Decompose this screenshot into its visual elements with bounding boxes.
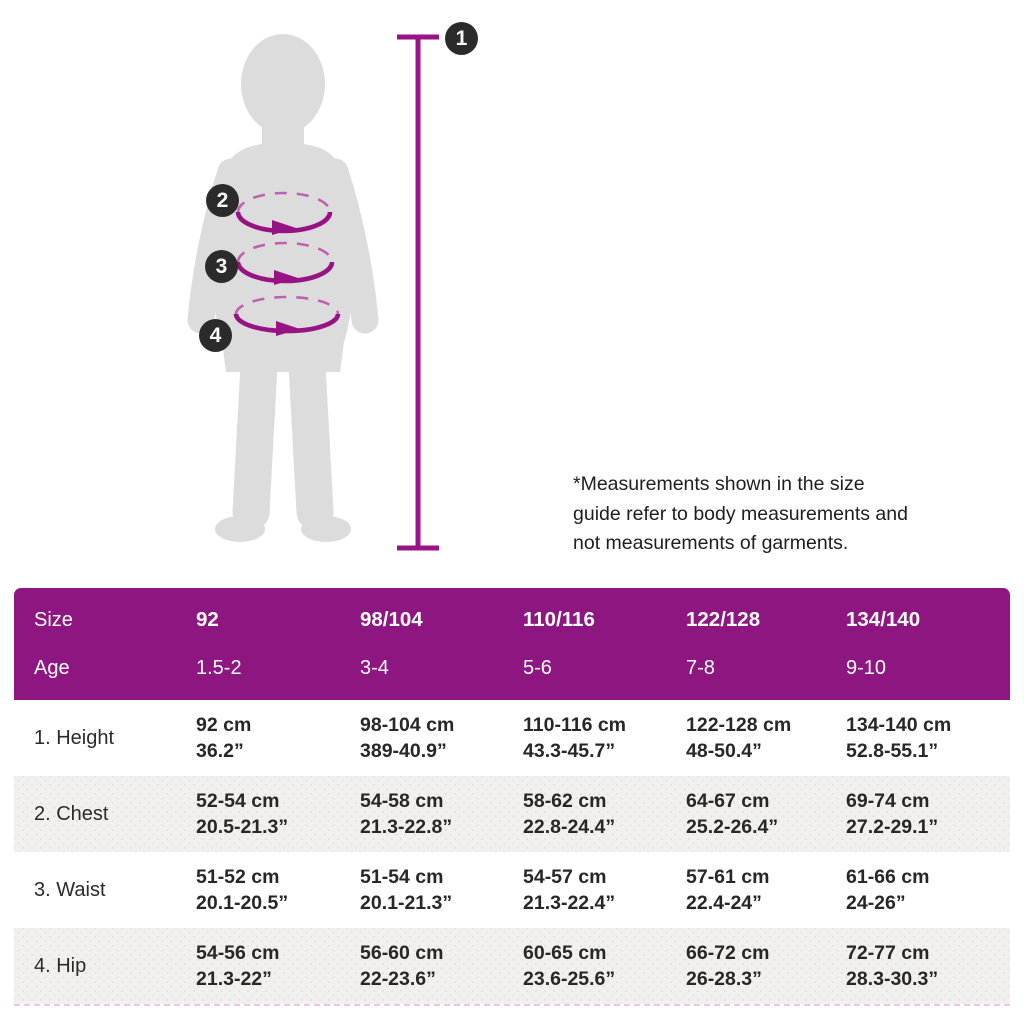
child-silhouette-figure	[187, 34, 379, 542]
age-col-3: 5-6	[523, 657, 552, 679]
hip-measure-ellipse	[233, 295, 341, 336]
inch-value: 21.3-22.4”	[523, 892, 616, 914]
height-marker-badge: 1	[445, 22, 478, 55]
inch-value: 43.3-45.7”	[523, 740, 616, 762]
measurement-cell: 134-140 cm 52.8-55.1”	[846, 712, 1010, 764]
table-header: Size 92 98/104 110/116 122/128 134/140 A…	[14, 588, 1010, 700]
inch-value: 22.4-24”	[686, 892, 762, 914]
inch-value: 20.1-21.3”	[360, 892, 453, 914]
inch-value: 28.3-30.3”	[846, 968, 939, 990]
inch-value: 21.3-22.8”	[360, 816, 453, 838]
waist-marker-badge: 3	[205, 250, 238, 283]
size-col-1: 92	[196, 608, 219, 631]
measurement-cell: 61-66 cm 24-26”	[846, 864, 1010, 916]
inch-value: 20.1-20.5”	[196, 892, 289, 914]
measurement-cell: 54-56 cm 21.3-22”	[196, 940, 360, 992]
measurement-cell: 56-60 cm 22-23.6”	[360, 940, 523, 992]
measurement-cell: 54-58 cm 21.3-22.8”	[360, 788, 523, 840]
cm-value: 61-66 cm	[846, 866, 930, 888]
row-label-height: 1. Height	[34, 726, 115, 749]
measurement-cell: 57-61 cm 22.4-24”	[686, 864, 846, 916]
height-measure-line	[397, 34, 439, 551]
age-col-1: 1.5-2	[196, 657, 242, 679]
inch-value: 22.8-24.4”	[523, 816, 616, 838]
inch-value: 22-23.6”	[360, 968, 436, 990]
measurement-cell: 52-54 cm 20.5-21.3”	[196, 788, 360, 840]
chest-marker-badge: 2	[206, 184, 239, 217]
size-guide-table: Size 92 98/104 110/116 122/128 134/140 A…	[14, 588, 1010, 1006]
age-col-4: 7-8	[686, 657, 715, 679]
cm-value: 66-72 cm	[686, 942, 770, 964]
size-col-3: 110/116	[523, 608, 595, 631]
inch-value: 389-40.9”	[360, 740, 447, 762]
age-col-2: 3-4	[360, 657, 389, 679]
inch-value: 24-26”	[846, 892, 906, 914]
inch-value: 36.2”	[196, 740, 244, 762]
inch-value: 21.3-22”	[196, 968, 272, 990]
table-row-hip: 4. Hip 54-56 cm 21.3-22” 56-60 cm 22-23.…	[14, 928, 1010, 1004]
inch-value: 20.5-21.3”	[196, 816, 289, 838]
table-row-waist: 3. Waist 51-52 cm 20.1-20.5” 51-54 cm 20…	[14, 852, 1010, 928]
measurement-cell: 69-74 cm 27.2-29.1”	[846, 788, 1010, 840]
measurement-cell: 122-128 cm 48-50.4”	[686, 712, 846, 764]
measurement-cell: 54-57 cm 21.3-22.4”	[523, 864, 686, 916]
size-guide-diagram: 1 2 3 4	[187, 22, 478, 551]
cm-value: 122-128 cm	[686, 714, 792, 736]
inch-value: 26-28.3”	[686, 968, 762, 990]
inch-value: 27.2-29.1”	[846, 816, 939, 838]
table-row-height: 1. Height 92 cm 36.2” 98-104 cm 389-40.9…	[14, 700, 1010, 776]
measurement-cell: 60-65 cm 23.6-25.6”	[523, 940, 686, 992]
cm-value: 56-60 cm	[360, 942, 444, 964]
age-col-5: 9-10	[846, 657, 887, 679]
cm-value: 64-67 cm	[686, 790, 770, 812]
cm-value: 51-52 cm	[196, 866, 280, 888]
diagram-canvas	[187, 34, 439, 551]
row-label-hip: 4. Hip	[34, 954, 87, 977]
cm-value: 54-57 cm	[523, 866, 607, 888]
measurement-cell: 66-72 cm 26-28.3”	[686, 940, 846, 992]
size-col-5: 134/140	[846, 608, 921, 631]
age-header-label: Age	[34, 657, 70, 679]
cm-value: 134-140 cm	[846, 714, 952, 736]
row-label-waist: 3. Waist	[34, 878, 106, 901]
inch-value: 25.2-26.4”	[686, 816, 779, 838]
inch-value: 52.8-55.1”	[846, 740, 939, 762]
inch-value: 23.6-25.6”	[523, 968, 616, 990]
waist-measure-ellipse	[235, 241, 335, 285]
measurement-cell: 58-62 cm 22.8-24.4”	[523, 788, 686, 840]
table-bottom-dashed-divider	[14, 1004, 1010, 1006]
age-header-row: Age 1.5-2 3-4 5-6 7-8 9-10	[14, 657, 1010, 680]
row-label-chest: 2. Chest	[34, 802, 109, 825]
size-col-4: 122/128	[686, 608, 761, 631]
cm-value: 69-74 cm	[846, 790, 930, 812]
cm-value: 58-62 cm	[523, 790, 607, 812]
cm-value: 52-54 cm	[196, 790, 280, 812]
size-header-row: Size 92 98/104 110/116 122/128 134/140	[14, 608, 1010, 632]
cm-value: 110-116 cm	[523, 714, 627, 736]
measurements-note: *Measurements shown in the size guide re…	[573, 473, 908, 554]
table-row-chest: 2. Chest 52-54 cm 20.5-21.3” 54-58 cm 21…	[14, 776, 1010, 852]
chest-measure-ellipse	[235, 191, 333, 235]
measurement-cell: 51-52 cm 20.1-20.5”	[196, 864, 360, 916]
cm-value: 57-61 cm	[686, 866, 770, 888]
cm-value: 72-77 cm	[846, 942, 930, 964]
measurement-cell: 64-67 cm 25.2-26.4”	[686, 788, 846, 840]
inch-value: 48-50.4”	[686, 740, 762, 762]
measurement-cell: 72-77 cm 28.3-30.3”	[846, 940, 1010, 992]
measurement-cell: 98-104 cm 389-40.9”	[360, 712, 523, 764]
cm-value: 51-54 cm	[360, 866, 444, 888]
size-col-2: 98/104	[360, 608, 423, 631]
measurement-cell: 51-54 cm 20.1-21.3”	[360, 864, 523, 916]
measurement-cell: 92 cm 36.2”	[196, 712, 360, 764]
cm-value: 54-58 cm	[360, 790, 444, 812]
hip-marker-badge: 4	[199, 319, 232, 352]
cm-value: 54-56 cm	[196, 942, 280, 964]
cm-value: 92 cm	[196, 714, 252, 736]
size-header-label: Size	[34, 608, 73, 631]
cm-value: 98-104 cm	[360, 714, 455, 736]
cm-value: 60-65 cm	[523, 942, 607, 964]
measurement-cell: 110-116 cm 43.3-45.7”	[523, 712, 686, 764]
